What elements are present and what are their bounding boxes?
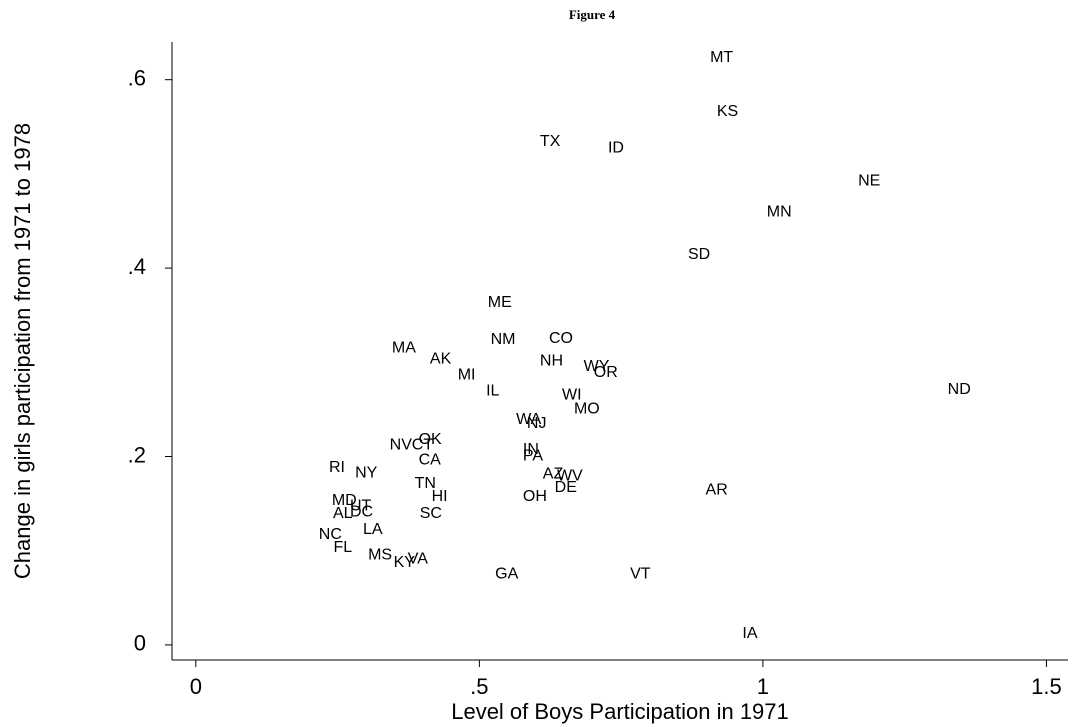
point-label: NE: [858, 173, 880, 190]
point-label: HI: [432, 488, 448, 505]
point-label: WA: [516, 411, 542, 428]
y-axis-title: Change in girls participation from 1971 …: [10, 123, 35, 579]
point-label: WI: [562, 386, 582, 403]
point-label: OH: [523, 488, 547, 505]
chart-title: Figure 4: [569, 7, 616, 22]
point-label: MO: [574, 401, 600, 418]
point-label: MD: [332, 492, 357, 509]
point-label: CT: [412, 436, 434, 453]
point-label: NC: [319, 526, 342, 543]
point-label: ND: [948, 381, 971, 398]
point-label: NJ: [527, 415, 547, 432]
point-label: ME: [488, 294, 512, 311]
point-label: IA: [742, 625, 757, 642]
point-label: NM: [491, 331, 516, 348]
y-tick-label: .6: [128, 65, 146, 90]
point-label: WY: [584, 358, 610, 375]
x-tick-label: 1: [757, 674, 769, 699]
point-label: MS: [368, 547, 392, 564]
point-label: FL: [334, 539, 353, 556]
point-label: DC: [350, 503, 373, 520]
point-label: AZ: [543, 466, 564, 483]
point-label: CO: [549, 330, 573, 347]
point-label: KS: [717, 103, 738, 120]
x-tick-label: .5: [470, 674, 488, 699]
point-label: RI: [329, 459, 345, 476]
point-label: NY: [355, 465, 378, 482]
point-label: SC: [420, 505, 442, 522]
point-label: GA: [495, 565, 518, 582]
point-label: LA: [363, 521, 383, 538]
point-label: IN: [523, 441, 539, 458]
point-label: ID: [608, 140, 624, 157]
point-label: OK: [419, 431, 442, 448]
x-axis-title: Level of Boys Participation in 1971: [451, 699, 789, 724]
point-label: TX: [540, 133, 561, 150]
point-label: VT: [630, 565, 651, 582]
y-tick-label: .2: [128, 442, 146, 467]
y-tick-label: .4: [128, 254, 146, 279]
x-tick-label: 1.5: [1031, 674, 1062, 699]
point-label: UT: [350, 498, 372, 515]
point-label: MI: [458, 367, 476, 384]
x-tick-label: 0: [190, 674, 202, 699]
point-label: CA: [419, 451, 442, 468]
point-label: OR: [594, 364, 618, 381]
y-tick-label: 0: [134, 631, 146, 656]
point-label: WV: [557, 468, 583, 485]
point-label: NH: [540, 353, 563, 370]
point-label: AL: [333, 505, 353, 522]
point-label: AK: [430, 351, 452, 368]
point-label: MN: [767, 204, 792, 221]
point-label: TN: [415, 475, 436, 492]
point-label: NV: [390, 436, 413, 453]
point-label: MT: [710, 49, 733, 66]
point-label: PA: [523, 448, 543, 465]
point-label: AR: [706, 482, 728, 499]
point-label: KY: [394, 554, 416, 571]
point-label: VA: [408, 550, 428, 567]
point-label: DE: [555, 479, 577, 496]
point-label: IL: [486, 383, 499, 400]
point-label: SD: [688, 246, 710, 263]
point-label: MA: [392, 339, 416, 356]
